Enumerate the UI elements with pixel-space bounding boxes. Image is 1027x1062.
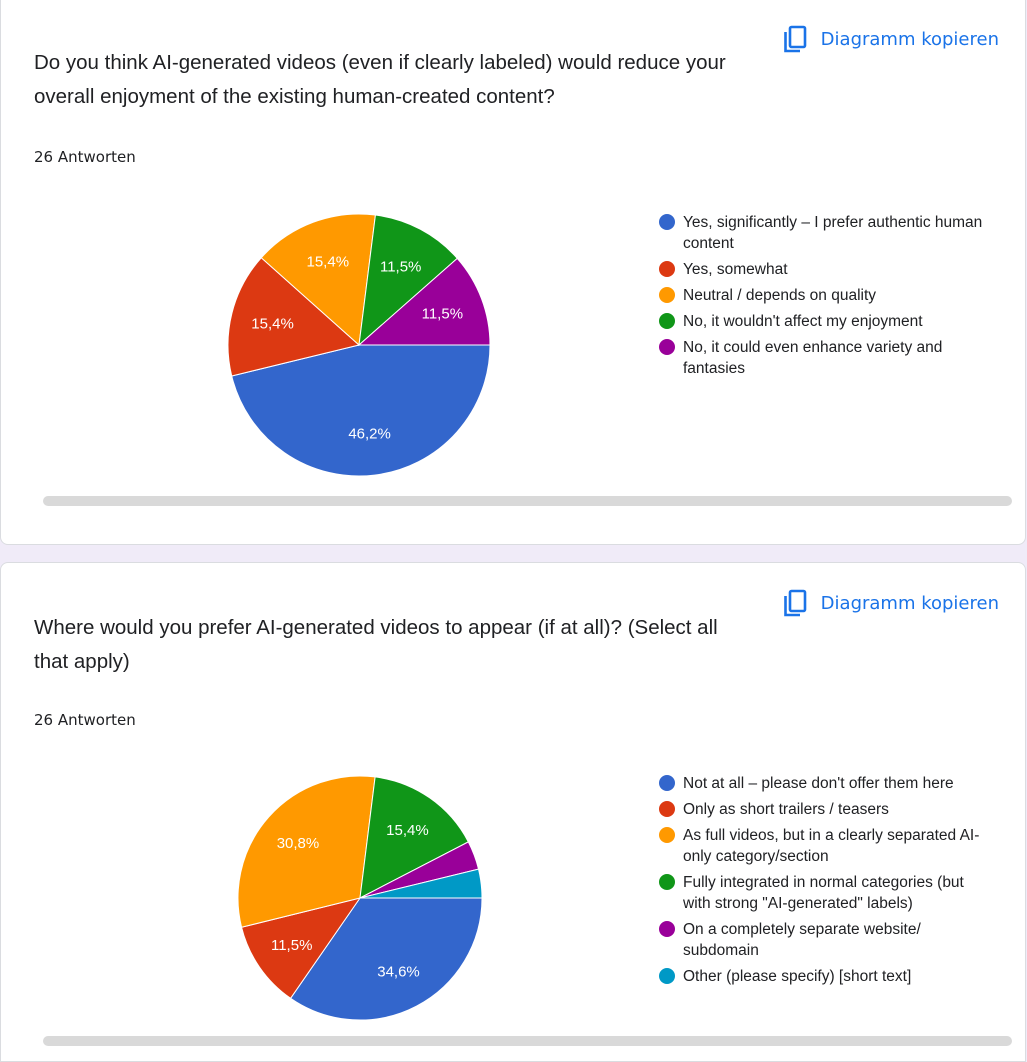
slice-label: 15,4%	[251, 315, 294, 332]
legend-swatch	[659, 339, 675, 355]
legend-label: No, it could even enhance variety and fa…	[683, 339, 943, 377]
legend-swatch	[659, 313, 675, 329]
legend-swatch	[659, 287, 675, 303]
horizontal-scrollbar[interactable]	[43, 1036, 1012, 1046]
chart-legend: Not at all – please don't offer them her…	[659, 773, 989, 992]
legend-swatch	[659, 921, 675, 937]
pie-slice[interactable]	[237, 775, 376, 928]
response-count: 26 Antworten	[34, 711, 136, 729]
pie-slice[interactable]	[240, 897, 362, 1000]
legend-label: Neutral / depends on quality	[683, 287, 877, 304]
legend-swatch	[659, 214, 675, 230]
pie-slice[interactable]	[359, 776, 470, 899]
legend-item[interactable]: Only as short trailers / teasers	[659, 799, 989, 820]
slice-label: 11,5%	[380, 258, 421, 275]
legend-label: Yes, somewhat	[683, 261, 788, 278]
horizontal-scrollbar[interactable]	[43, 496, 1012, 506]
question-title: Do you think AI-generated videos (even i…	[34, 51, 726, 108]
chart-card-1: Diagramm kopieren Do you think AI-genera…	[0, 0, 1026, 545]
legend-item[interactable]: On a completely separate website/ subdom…	[659, 919, 989, 961]
copy-icon	[783, 589, 807, 617]
copy-chart-button[interactable]: Diagramm kopieren	[783, 589, 999, 617]
copy-chart-button[interactable]: Diagramm kopieren	[783, 25, 999, 53]
legend-item[interactable]: Not at all – please don't offer them her…	[659, 773, 989, 794]
pie-chart: 34,6% 11,5% 30,8% 15,4%	[237, 775, 483, 1021]
copy-icon	[783, 25, 807, 53]
chart-card-2: Diagramm kopieren Where would you prefer…	[0, 562, 1026, 1062]
legend-item[interactable]: Yes, significantly – I prefer authentic …	[659, 212, 989, 254]
legend-label: Only as short trailers / teasers	[683, 801, 889, 818]
legend-swatch	[659, 874, 675, 890]
slice-label: 11,5%	[422, 306, 463, 323]
copy-chart-label: Diagramm kopieren	[820, 592, 999, 614]
legend-label: On a completely separate website/ subdom…	[683, 921, 921, 959]
legend-swatch	[659, 261, 675, 277]
legend-item[interactable]: As full videos, but in a clearly separat…	[659, 825, 989, 867]
pie-slice[interactable]	[358, 214, 458, 347]
legend-swatch	[659, 775, 675, 791]
chart-legend: Yes, significantly – I prefer authentic …	[659, 212, 989, 384]
legend-item[interactable]: Neutral / depends on quality	[659, 285, 989, 306]
pie-slice[interactable]	[260, 213, 376, 347]
slice-label: 15,4%	[386, 822, 429, 839]
slice-label: 11,5%	[271, 937, 312, 954]
legend-item[interactable]: No, it could even enhance variety and fa…	[659, 337, 989, 379]
legend-item[interactable]: Fully integrated in normal categories (b…	[659, 872, 989, 914]
slice-label: 15,4%	[307, 254, 350, 271]
legend-swatch	[659, 968, 675, 984]
legend-swatch	[659, 801, 675, 817]
pie-slice[interactable]	[357, 257, 491, 346]
legend-item[interactable]: Other (please specify) [short text]	[659, 966, 989, 987]
legend-label: No, it wouldn't affect my enjoyment	[683, 313, 923, 330]
legend-label: As full videos, but in a clearly separat…	[683, 827, 980, 865]
pie-slice[interactable]	[359, 868, 483, 899]
pie-slice[interactable]	[231, 344, 491, 477]
legend-item[interactable]: Yes, somewhat	[659, 259, 989, 280]
slice-label: 34,6%	[377, 963, 420, 980]
legend-item[interactable]: No, it wouldn't affect my enjoyment	[659, 311, 989, 332]
legend-label: Other (please specify) [short text]	[683, 968, 912, 985]
slice-label: 30,8%	[277, 835, 320, 852]
legend-label: Fully integrated in normal categories (b…	[683, 874, 964, 912]
question-title: Where would you prefer AI-generated vide…	[34, 616, 718, 673]
legend-label: Yes, significantly – I prefer authentic …	[683, 214, 983, 252]
copy-chart-label: Diagramm kopieren	[820, 28, 999, 50]
response-count: 26 Antworten	[34, 148, 136, 166]
legend-label: Not at all – please don't offer them her…	[683, 775, 954, 792]
slice-label: 46,2%	[348, 425, 391, 442]
pie-chart: 46,2% 15,4% 15,4% 11,5% 11,5%	[227, 213, 491, 477]
legend-swatch	[659, 827, 675, 843]
pie-slice[interactable]	[289, 897, 483, 1021]
pie-slice[interactable]	[227, 257, 361, 377]
